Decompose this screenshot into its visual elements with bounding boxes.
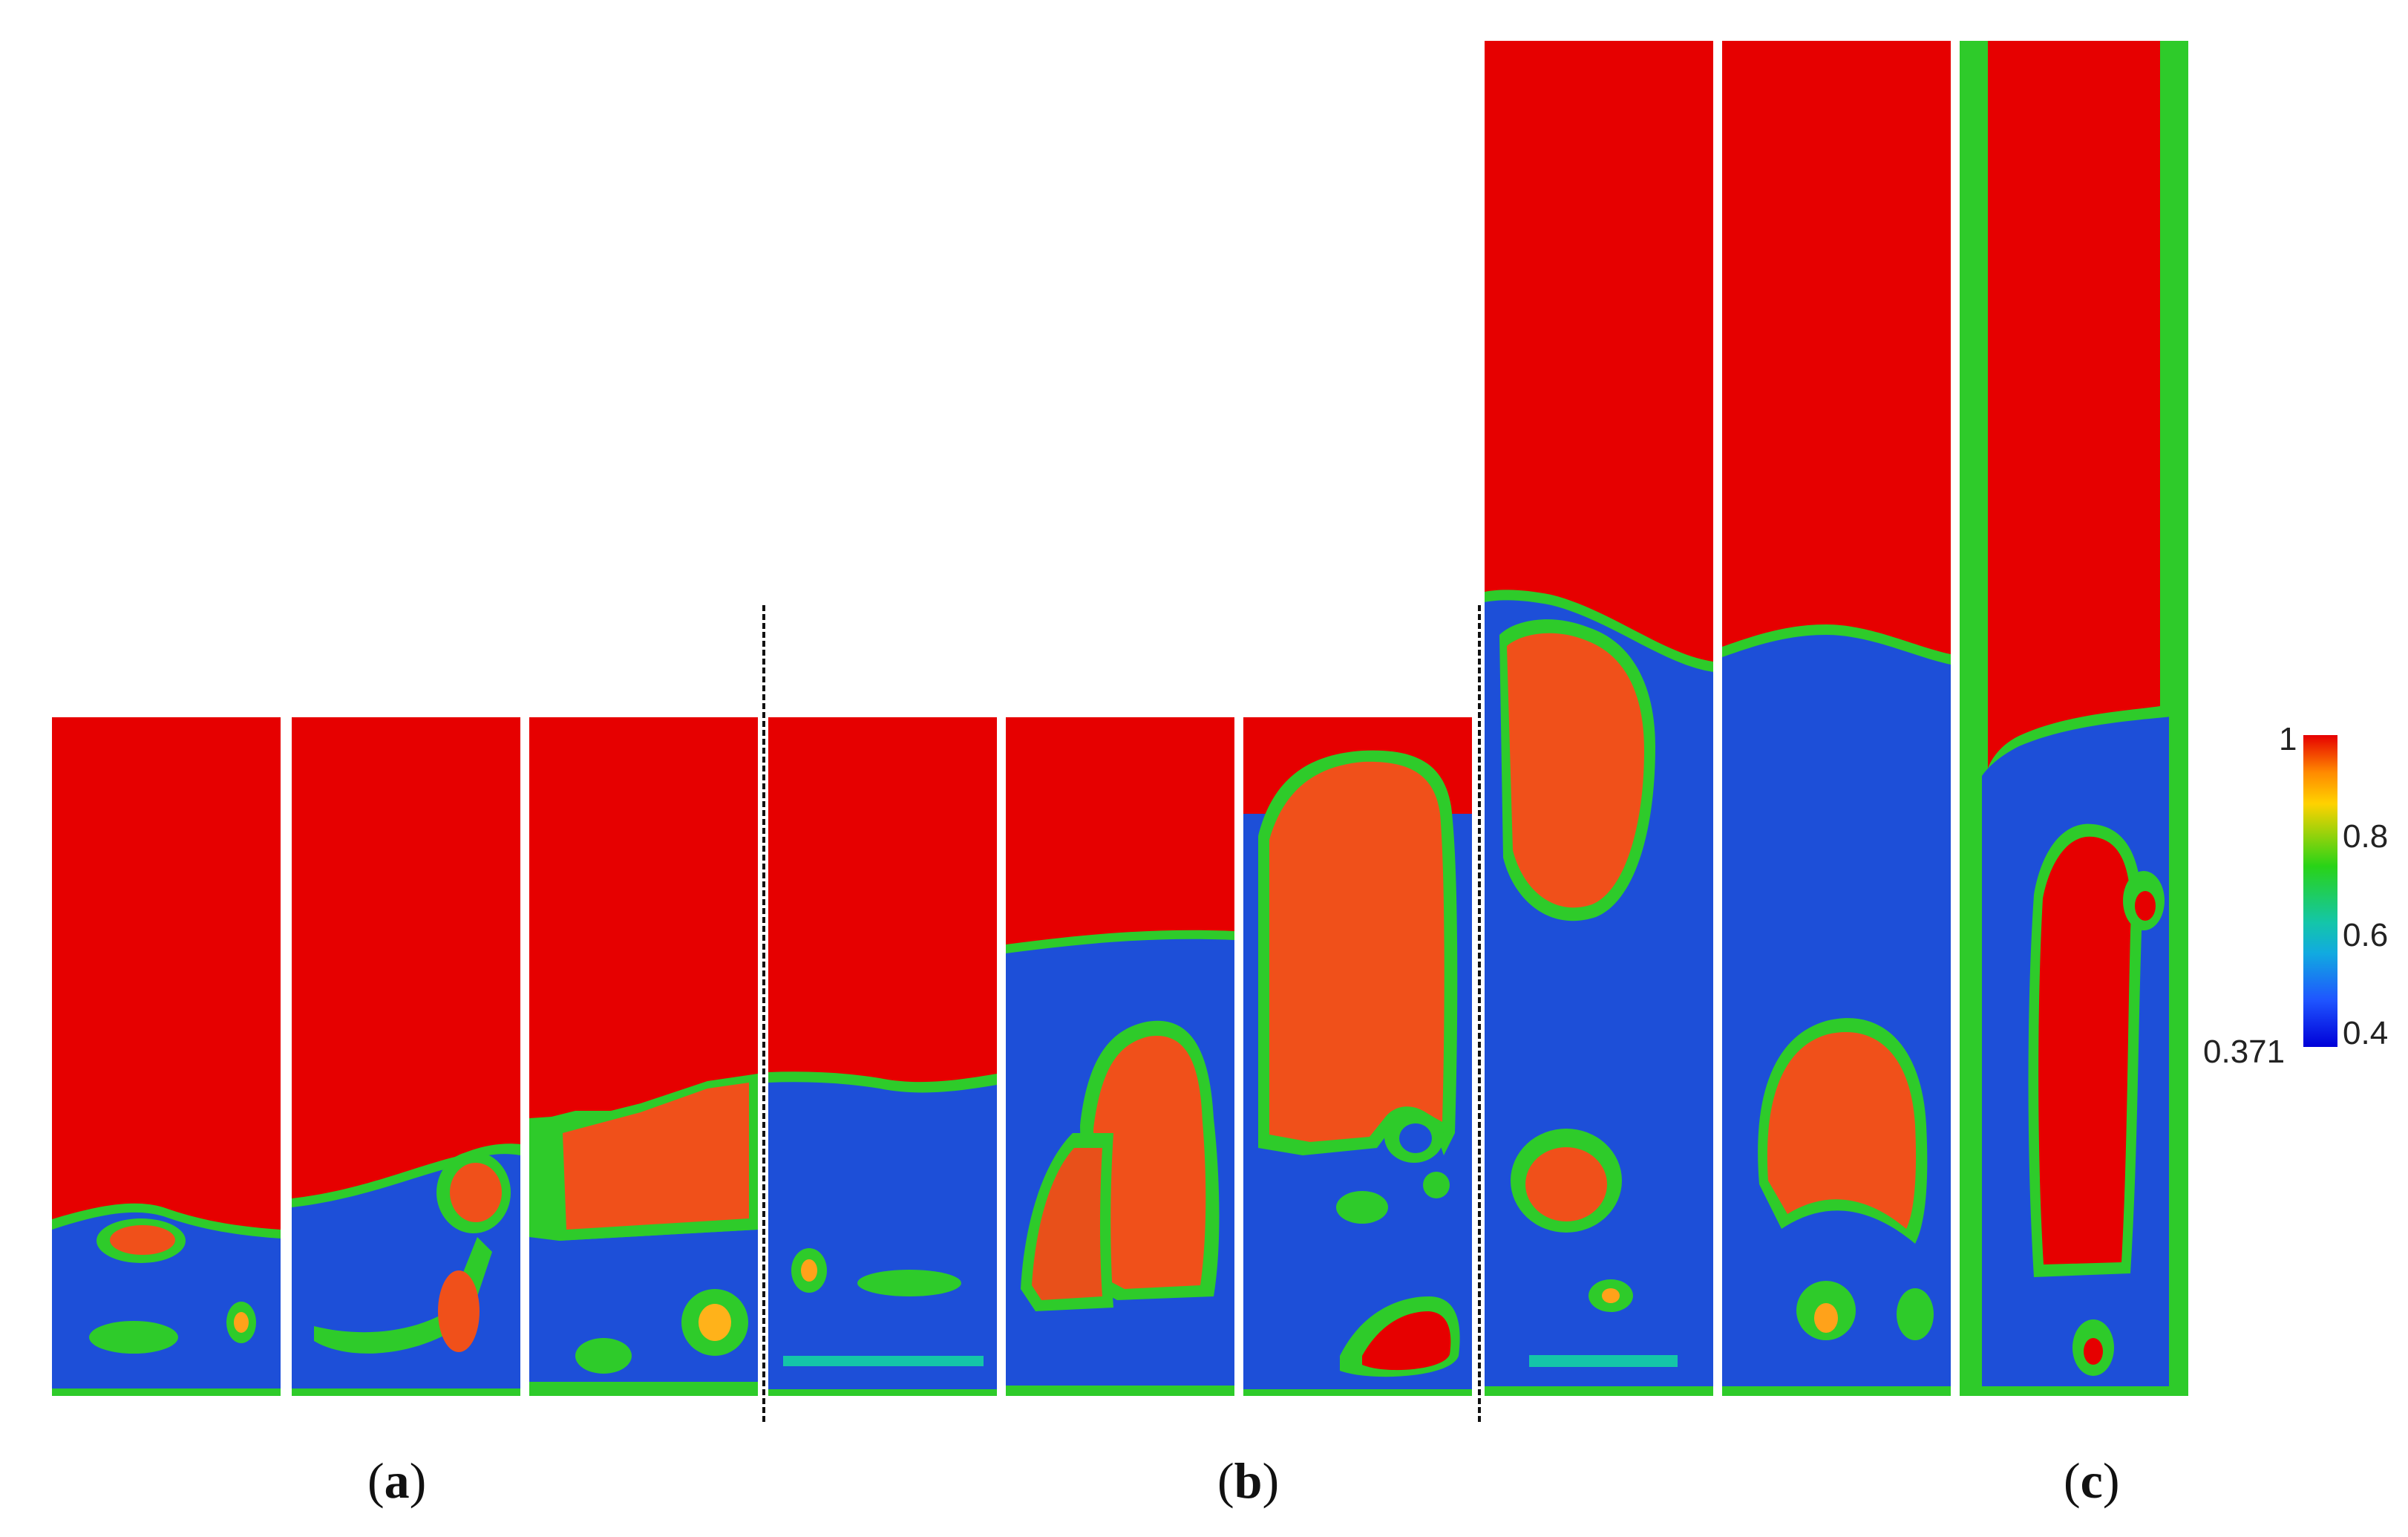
panel-b2 xyxy=(1006,717,1234,1396)
panel-a1 xyxy=(52,717,281,1396)
colorbar xyxy=(2303,735,2337,1047)
panel-c2 xyxy=(1722,41,1951,1396)
colorbar-min-label: 0.371 xyxy=(2203,1034,2286,1070)
label-a: (a) xyxy=(367,1452,427,1509)
panel-c1 xyxy=(1485,41,1713,1396)
panel-b3 xyxy=(1243,717,1472,1396)
label-c: (c) xyxy=(2064,1452,2120,1509)
separator-b-c xyxy=(1478,605,1481,1422)
panel-a2 xyxy=(292,717,520,1396)
colorbar-tick-0.6: 0.6 xyxy=(2343,917,2389,953)
colorbar-max-label: 1 xyxy=(2279,721,2297,757)
colorbar-tick-0.8: 0.8 xyxy=(2343,818,2389,855)
panel-a3 xyxy=(529,717,758,1396)
panel-b1 xyxy=(768,717,997,1396)
separator-a-b xyxy=(762,605,765,1422)
label-b: (b) xyxy=(1217,1452,1280,1509)
panel-c3 xyxy=(1960,41,2188,1396)
colorbar-tick-0.4: 0.4 xyxy=(2343,1015,2389,1051)
